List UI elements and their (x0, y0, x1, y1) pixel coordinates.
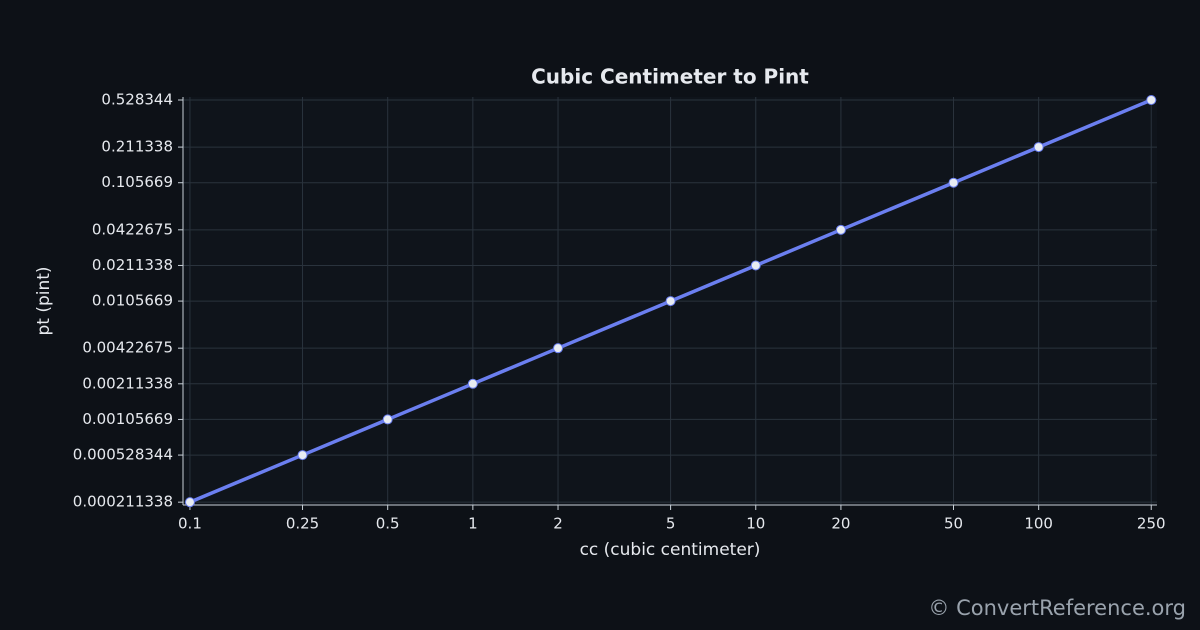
x-tick-label: 0.1 (178, 515, 202, 533)
data-point (948, 177, 959, 188)
x-tick-label: 10 (746, 515, 765, 533)
y-tick-label: 0.000528344 (73, 446, 173, 464)
data-point (835, 224, 846, 235)
y-tick-label: 0.000211338 (73, 493, 173, 511)
y-tick-label: 0.105669 (101, 173, 173, 191)
x-tick-label: 1 (468, 515, 478, 533)
data-point (750, 260, 761, 271)
data-point (553, 343, 564, 354)
data-point (665, 296, 676, 307)
y-axis-label: pt (pint) (34, 266, 54, 335)
x-tick-label: 5 (666, 515, 676, 533)
y-tick-label: 0.00211338 (82, 374, 173, 392)
y-tick-label: 0.0211338 (92, 256, 173, 274)
chart-title: Cubic Centimeter to Pint (531, 65, 809, 89)
y-tick-label: 0.211338 (101, 138, 173, 156)
data-point (1033, 142, 1044, 153)
y-tick-label: 0.00105669 (82, 410, 173, 428)
x-tick-label: 0.25 (286, 515, 319, 533)
x-tick-label: 250 (1137, 515, 1166, 533)
x-tick-label: 2 (553, 515, 563, 533)
data-point (1146, 94, 1157, 105)
data-point (297, 450, 308, 461)
data-point (184, 497, 195, 508)
y-tick-label: 0.00422675 (82, 339, 173, 357)
y-tick-label: 0.0105669 (92, 292, 173, 310)
x-axis-label: cc (cubic centimeter) (580, 540, 761, 560)
x-tick-label: 0.5 (376, 515, 400, 533)
data-point (382, 414, 393, 425)
x-tick-label: 100 (1024, 515, 1053, 533)
x-tick-label: 50 (944, 515, 963, 533)
y-tick-label: 0.0422675 (92, 220, 173, 238)
watermark: © ConvertReference.org (928, 596, 1186, 620)
data-point (467, 378, 478, 389)
y-tick-label: 0.528344 (101, 90, 173, 108)
x-tick-label: 20 (831, 515, 850, 533)
